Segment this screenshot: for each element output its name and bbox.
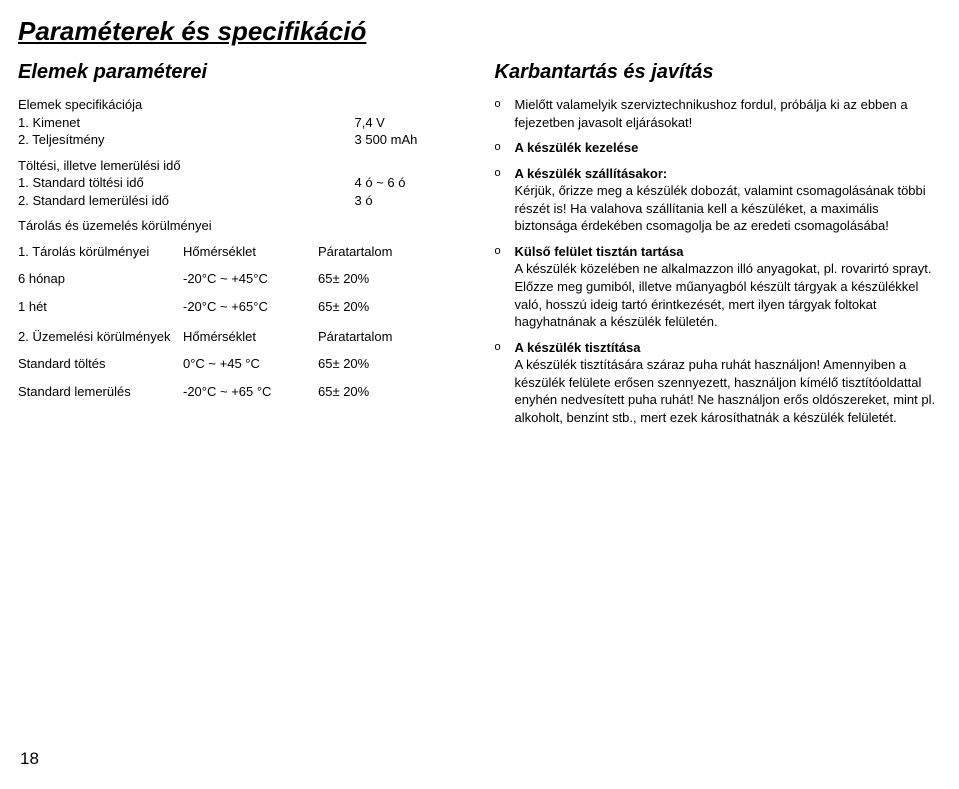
cell: 6 hónap	[18, 270, 183, 288]
cell: Standard töltés	[18, 355, 183, 373]
list-item: oA készülék kezelése	[495, 139, 942, 157]
cell: 65± 20%	[318, 270, 418, 288]
bullet-icon: o	[495, 243, 515, 331]
spec-block: Elemek specifikációja 1. Kimenet 7,4 V 2…	[18, 96, 465, 149]
list-item-bold: A készülék szállításakor:	[515, 166, 668, 181]
content-columns: Elemek paraméterei Elemek specifikációja…	[18, 59, 941, 434]
list-item-text: A készülék szállításakor: Kérjük, őrizze …	[515, 165, 942, 235]
list-item-text: A készülék tisztítása A készülék tisztítá…	[515, 339, 942, 427]
list-item: oMielőtt valamelyik szerviztechnikushoz …	[495, 96, 942, 131]
op-col3: Páratartalom	[318, 328, 418, 346]
charge-block: Töltési, illetve lemerülési idő 1. Stand…	[18, 157, 465, 210]
cell: -20°C ~ +45°C	[183, 270, 318, 288]
storage-title: 1. Tárolás körülményei	[18, 243, 183, 261]
storage-op-heading: Tárolás és üzemelés körülményei	[18, 217, 465, 235]
op-header: 2. Üzemelési körülmények Hőmérséklet Pár…	[18, 328, 465, 346]
charge-row-1: 1. Standard töltési idő 4 ó ~ 6 ó	[18, 174, 465, 192]
cell: Standard lemerülés	[18, 383, 183, 401]
table-row: 1 hét -20°C ~ +65°C 65± 20%	[18, 298, 465, 316]
cell: 0°C ~ +45 °C	[183, 355, 318, 373]
cell: 65± 20%	[318, 298, 418, 316]
op-title: 2. Üzemelési körülmények	[18, 328, 183, 346]
list-item-text: A készülék kezelése	[515, 139, 942, 157]
list-item-body: Kérjük, őrizze meg a készülék dobozát, v…	[515, 183, 926, 233]
page-number: 18	[20, 748, 39, 771]
cell: 1 hét	[18, 298, 183, 316]
charge-value: 4 ó ~ 6 ó	[355, 174, 465, 192]
list-item-bold: A készülék tisztítása	[515, 340, 641, 355]
left-subtitle: Elemek paraméterei	[18, 59, 465, 86]
spec-label: 1. Kimenet	[18, 114, 355, 132]
list-item-bold: Külső felület tisztán tartása	[515, 244, 684, 259]
right-list: oMielőtt valamelyik szerviztechnikushoz …	[495, 96, 942, 426]
right-subtitle: Karbantartás és javítás	[495, 59, 942, 86]
list-item-bold: A készülék kezelése	[515, 140, 639, 155]
table-row: Standard töltés 0°C ~ +45 °C 65± 20%	[18, 355, 465, 373]
list-item-text: Mielőtt valamelyik szerviztechnikushoz f…	[515, 96, 942, 131]
bullet-icon: o	[495, 339, 515, 427]
page-title: Paraméterek és specifikáció	[18, 14, 941, 49]
charge-heading: Töltési, illetve lemerülési idő	[18, 157, 465, 175]
list-item: oKülső felület tisztán tartása A készülék…	[495, 243, 942, 331]
charge-label: 2. Standard lemerülési idő	[18, 192, 355, 210]
cell: 65± 20%	[318, 383, 418, 401]
storage-col3: Páratartalom	[318, 243, 418, 261]
charge-label: 1. Standard töltési idő	[18, 174, 355, 192]
list-item-body: A készülék tisztítására száraz puha ruhá…	[515, 357, 936, 425]
cell: 65± 20%	[318, 355, 418, 373]
cell: -20°C ~ +65°C	[183, 298, 318, 316]
storage-header: 1. Tárolás körülményei Hőmérséklet Párat…	[18, 243, 465, 261]
spec-row-2: 2. Teljesítmény 3 500 mAh	[18, 131, 465, 149]
list-item: oA készülék tisztításaA készülék tisztít…	[495, 339, 942, 427]
bullet-icon: o	[495, 139, 515, 157]
spec-heading: Elemek specifikációja	[18, 96, 465, 114]
table-row: 6 hónap -20°C ~ +45°C 65± 20%	[18, 270, 465, 288]
left-column: Elemek paraméterei Elemek specifikációja…	[18, 59, 465, 434]
cell: -20°C ~ +65 °C	[183, 383, 318, 401]
spec-value: 3 500 mAh	[355, 131, 465, 149]
charge-row-2: 2. Standard lemerülési idő 3 ó	[18, 192, 465, 210]
list-item-text: Külső felület tisztán tartása A készülék …	[515, 243, 942, 331]
right-column: Karbantartás és javítás oMielőtt valamel…	[495, 59, 942, 434]
charge-value: 3 ó	[355, 192, 465, 210]
storage-col2: Hőmérséklet	[183, 243, 318, 261]
op-col2: Hőmérséklet	[183, 328, 318, 346]
bullet-icon: o	[495, 165, 515, 235]
spec-row-1: 1. Kimenet 7,4 V	[18, 114, 465, 132]
spec-label: 2. Teljesítmény	[18, 131, 355, 149]
spec-value: 7,4 V	[355, 114, 465, 132]
list-item-body: A készülék közelében ne alkalmazzon illó…	[515, 261, 932, 329]
list-item: oA készülék szállításakor: Kérjük, őrizze…	[495, 165, 942, 235]
bullet-icon: o	[495, 96, 515, 131]
table-row: Standard lemerülés -20°C ~ +65 °C 65± 20…	[18, 383, 465, 401]
